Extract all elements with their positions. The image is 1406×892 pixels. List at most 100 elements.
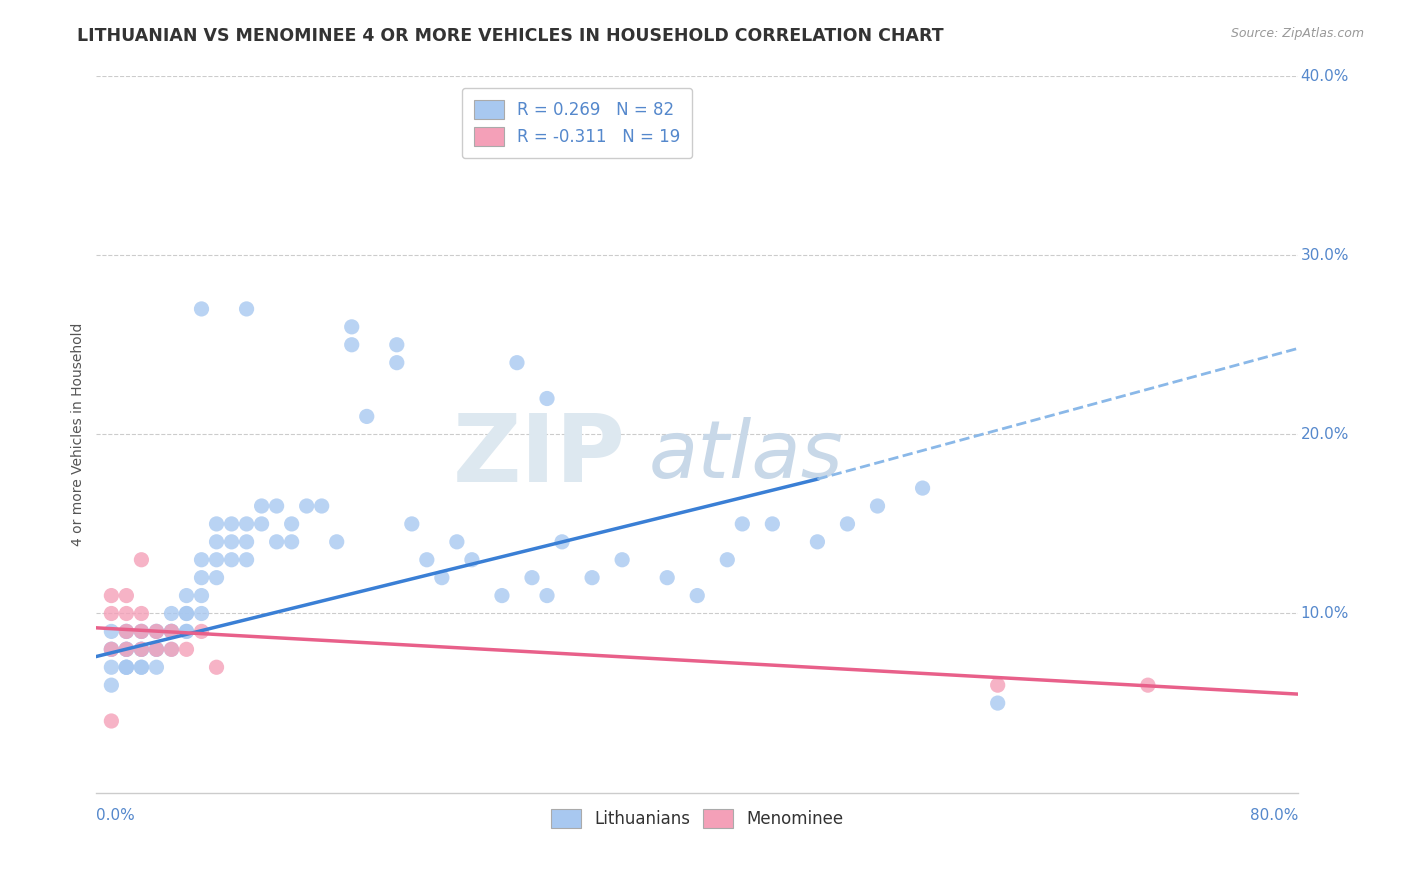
Point xyxy=(131,642,153,657)
Text: 10.0%: 10.0% xyxy=(1301,606,1348,621)
Text: 40.0%: 40.0% xyxy=(1301,69,1348,84)
Point xyxy=(311,499,333,513)
Point xyxy=(325,534,347,549)
Point xyxy=(115,642,138,657)
Point xyxy=(115,624,138,639)
Point xyxy=(506,356,529,370)
Point xyxy=(176,589,198,603)
Point xyxy=(987,696,1010,710)
Point xyxy=(205,553,228,567)
Text: Source: ZipAtlas.com: Source: ZipAtlas.com xyxy=(1230,27,1364,40)
Text: 20.0%: 20.0% xyxy=(1301,427,1348,442)
Point xyxy=(837,516,859,531)
Text: LITHUANIAN VS MENOMINEE 4 OR MORE VEHICLES IN HOUSEHOLD CORRELATION CHART: LITHUANIAN VS MENOMINEE 4 OR MORE VEHICL… xyxy=(77,27,943,45)
Point xyxy=(250,516,273,531)
Point xyxy=(100,624,122,639)
Point xyxy=(131,642,153,657)
Point xyxy=(160,642,183,657)
Point xyxy=(761,516,783,531)
Point xyxy=(145,642,167,657)
Point xyxy=(235,301,257,316)
Point xyxy=(190,607,212,621)
Point xyxy=(145,624,167,639)
Point xyxy=(160,624,183,639)
Point xyxy=(160,642,183,657)
Point xyxy=(190,624,212,639)
Point xyxy=(235,516,257,531)
Point xyxy=(176,607,198,621)
Point xyxy=(131,660,153,674)
Point xyxy=(115,642,138,657)
Point xyxy=(100,589,122,603)
Point xyxy=(190,301,212,316)
Point xyxy=(610,553,633,567)
Point xyxy=(131,624,153,639)
Point xyxy=(190,553,212,567)
Point xyxy=(686,589,709,603)
Point xyxy=(551,534,574,549)
Point xyxy=(145,642,167,657)
Point xyxy=(190,589,212,603)
Point xyxy=(581,571,603,585)
Point xyxy=(340,337,363,351)
Y-axis label: 4 or more Vehicles in Household: 4 or more Vehicles in Household xyxy=(72,323,86,546)
Point xyxy=(115,660,138,674)
Point xyxy=(145,642,167,657)
Point xyxy=(160,624,183,639)
Point xyxy=(131,607,153,621)
Point xyxy=(145,624,167,639)
Point xyxy=(131,642,153,657)
Point xyxy=(131,642,153,657)
Point xyxy=(131,553,153,567)
Point xyxy=(866,499,889,513)
Point xyxy=(176,607,198,621)
Point xyxy=(731,516,754,531)
Point xyxy=(176,624,198,639)
Point xyxy=(190,571,212,585)
Point xyxy=(221,553,243,567)
Point xyxy=(100,607,122,621)
Point xyxy=(115,660,138,674)
Point xyxy=(401,516,423,531)
Point xyxy=(536,589,558,603)
Point xyxy=(280,516,302,531)
Point xyxy=(657,571,679,585)
Point xyxy=(1136,678,1159,692)
Point xyxy=(115,607,138,621)
Point xyxy=(131,624,153,639)
Point xyxy=(176,642,198,657)
Point xyxy=(987,678,1010,692)
Point xyxy=(100,642,122,657)
Text: 0.0%: 0.0% xyxy=(97,808,135,823)
Point xyxy=(806,534,828,549)
Point xyxy=(491,589,513,603)
Point xyxy=(100,714,122,728)
Text: 80.0%: 80.0% xyxy=(1250,808,1298,823)
Point xyxy=(160,624,183,639)
Text: 30.0%: 30.0% xyxy=(1301,248,1348,262)
Point xyxy=(295,499,318,513)
Point xyxy=(145,624,167,639)
Point xyxy=(340,319,363,334)
Point xyxy=(520,571,543,585)
Point xyxy=(115,624,138,639)
Point xyxy=(160,624,183,639)
Point xyxy=(266,534,288,549)
Point xyxy=(911,481,934,495)
Point xyxy=(235,553,257,567)
Point xyxy=(100,678,122,692)
Point xyxy=(205,534,228,549)
Point xyxy=(356,409,378,424)
Point xyxy=(430,571,453,585)
Legend: Lithuanians, Menominee: Lithuanians, Menominee xyxy=(544,802,851,835)
Point xyxy=(461,553,484,567)
Point xyxy=(100,642,122,657)
Point xyxy=(205,516,228,531)
Point xyxy=(385,356,408,370)
Point xyxy=(115,660,138,674)
Point xyxy=(131,624,153,639)
Point xyxy=(115,589,138,603)
Point xyxy=(536,392,558,406)
Point xyxy=(145,660,167,674)
Point xyxy=(221,534,243,549)
